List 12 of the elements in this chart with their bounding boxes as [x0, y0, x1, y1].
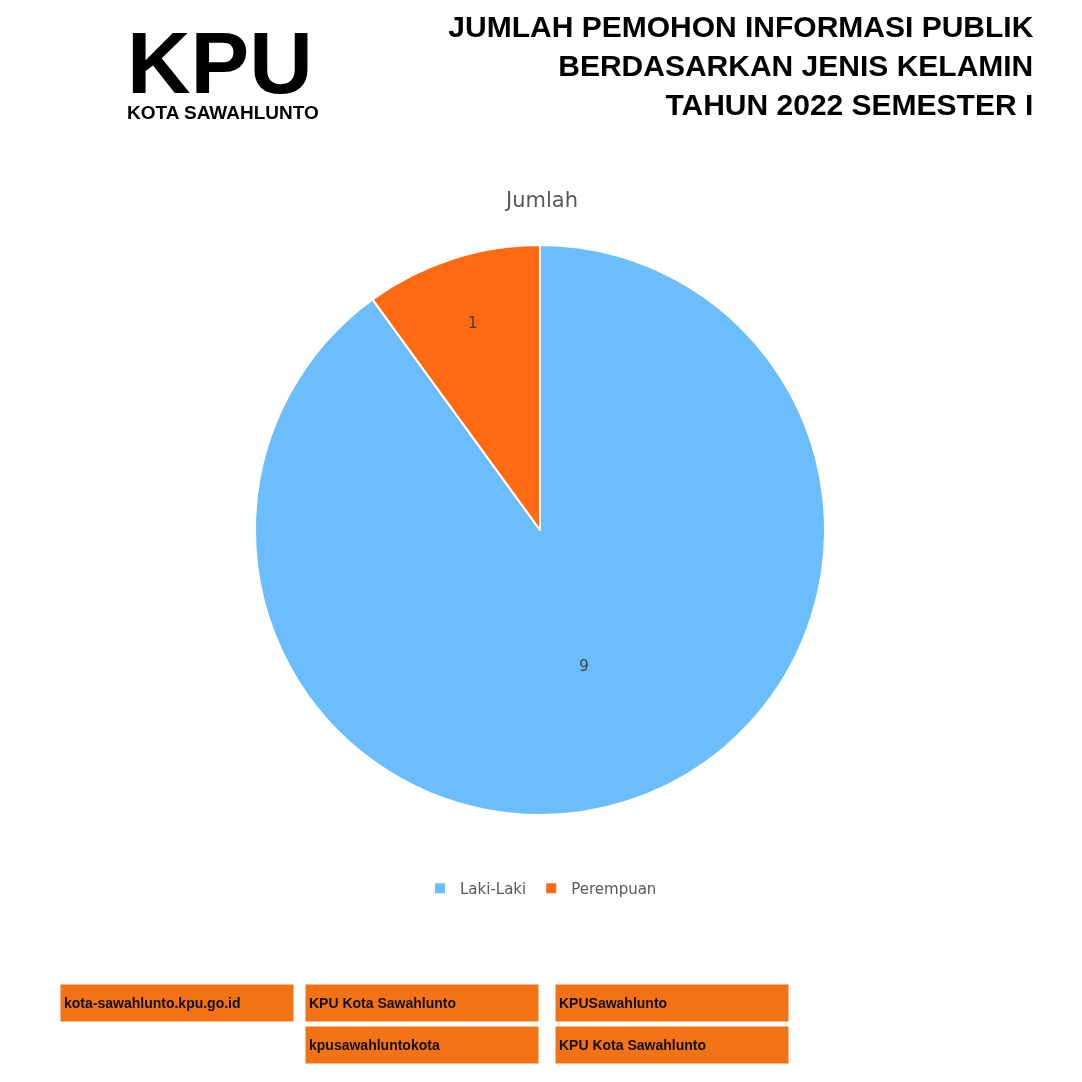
text: KPU Kota Sawahlunto: [309, 995, 457, 1011]
pie-slice: [254, 244, 826, 816]
text: KPU Kota Sawahlunto: [559, 1037, 707, 1053]
chart-subtitle: Jumlah: [504, 188, 578, 212]
text: kota-sawahlunto.kpu.go.id: [64, 995, 241, 1011]
legend-label: Perempuan: [571, 880, 657, 899]
text: kpusawahluntokota: [309, 1037, 440, 1053]
legend-label: Laki-Laki: [460, 880, 527, 899]
chart-title: JUMLAH PEMOHON INFORMASI PUBLIK BERDASARKAN JENIS KELAMIN TAHUN 2022 SEMESTER I: [448, 9, 1034, 121]
text: KPUSawahlunto: [559, 995, 668, 1011]
data-label: 9: [579, 656, 589, 675]
data-label: 1: [467, 313, 478, 332]
